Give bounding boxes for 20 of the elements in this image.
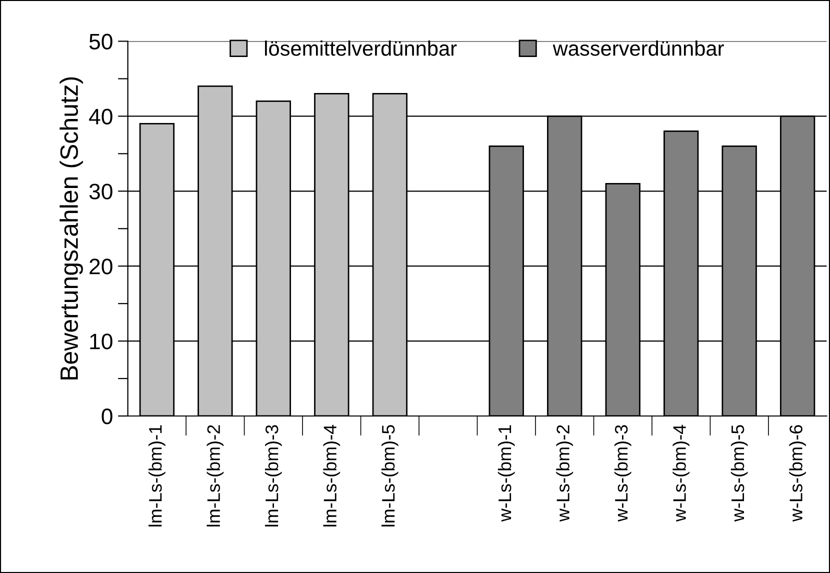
y-tick-label: 10 xyxy=(90,334,112,350)
y-tick-label: 50 xyxy=(89,34,112,50)
y-axis-title: Bewertungszahlen (Schutz) xyxy=(60,77,83,380)
x-tick-label: w-Ls-(bm)-2 xyxy=(556,425,574,522)
y-tick-label: 40 xyxy=(89,108,112,124)
x-tick-label: w-Ls-(bm)-5 xyxy=(730,425,748,522)
y-tick-label: 30 xyxy=(89,184,112,200)
y-tick-label: 20 xyxy=(90,258,112,274)
x-tick-label: w-Ls-(bm)-1 xyxy=(498,425,515,522)
legend-label: wasserverdünnbar xyxy=(552,40,724,56)
x-tick-label: lm-Ls-(bm)-1 xyxy=(148,425,166,526)
y-tick-label: 0 xyxy=(102,408,112,424)
x-tick-label: lm-Ls-(bm)-4 xyxy=(323,424,340,526)
x-tick-label: w-Ls-(bm)-6 xyxy=(789,425,806,522)
x-tick-label: lm-Ls-(bm)-2 xyxy=(206,425,224,526)
x-tick-label: lm-Ls-(bm)-5 xyxy=(381,425,398,526)
legend-label: lösemittelverdünnbar xyxy=(265,40,457,56)
x-tick-label: w-Ls-(bm)-3 xyxy=(614,425,632,522)
x-tick-label: lm-Ls-(bm)-3 xyxy=(265,425,282,526)
x-tick-label: w-Ls-(bm)-4 xyxy=(672,424,690,522)
